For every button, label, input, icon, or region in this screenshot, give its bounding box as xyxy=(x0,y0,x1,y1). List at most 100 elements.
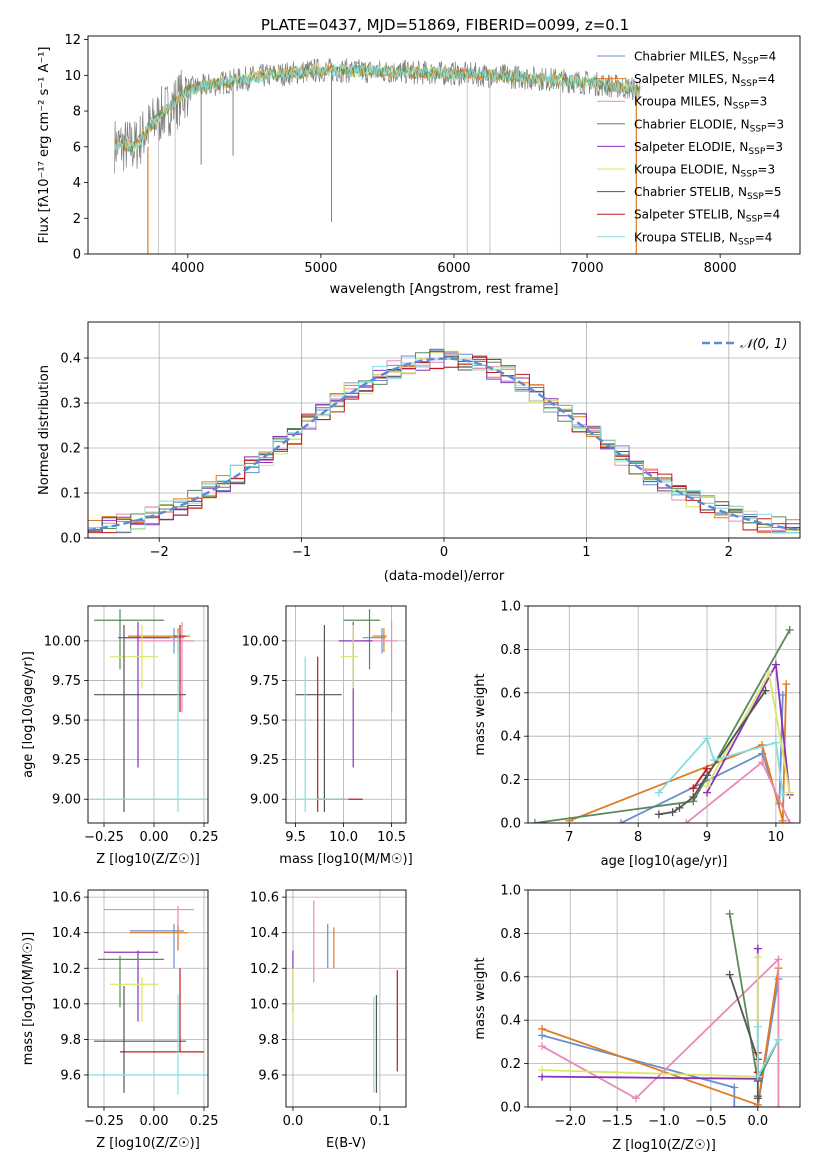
x-tick-label: 6000 xyxy=(437,261,470,276)
y-tick-label: 9.6 xyxy=(258,1068,279,1083)
y-tick-label: 0.4 xyxy=(500,730,521,745)
x-tick-label: −1 xyxy=(292,545,311,560)
x-tick-label: 0.00 xyxy=(140,1114,169,1129)
y-tick-label: 0 xyxy=(73,248,81,263)
x-tick-label: −2 xyxy=(150,545,169,560)
y-tick-label: 9.25 xyxy=(250,753,279,768)
y-tick-label: 0.8 xyxy=(500,643,521,658)
axes-frame xyxy=(285,889,407,1108)
axes-frame xyxy=(285,605,407,824)
y-tick-label: 4 xyxy=(73,176,81,191)
plot-area xyxy=(295,609,398,812)
y-tick-label: 0.6 xyxy=(500,686,521,701)
x-tick-label: −1.5 xyxy=(601,1114,633,1129)
x-tick-label: 4000 xyxy=(171,261,204,276)
y-tick-label: 10.00 xyxy=(44,634,81,649)
y-tick-label: 9.50 xyxy=(52,714,81,729)
y-tick-label: 9.50 xyxy=(250,714,279,729)
y-tick-label: 12 xyxy=(64,33,81,48)
x-tick-label: 10 xyxy=(768,830,785,845)
x-tick-label: 0.1 xyxy=(370,1114,391,1129)
plot-area xyxy=(90,906,208,1095)
x-tick-label: −0.5 xyxy=(695,1114,727,1129)
axes-frame xyxy=(527,889,801,1108)
y-tick-label: 0.2 xyxy=(500,1057,521,1072)
x-tick-label: −2.0 xyxy=(554,1114,586,1129)
axes-frame xyxy=(87,605,209,824)
y-tick-label: 9.75 xyxy=(52,674,81,689)
legend-label: Kroupa STELIB, NSSP=4 xyxy=(634,230,772,247)
legend-label: Salpeter STELIB, NSSP=4 xyxy=(634,208,780,225)
x-axis-label: (data-model)/error xyxy=(384,569,505,584)
y-tick-label: 9.00 xyxy=(250,793,279,808)
y-tick-label: 10.00 xyxy=(242,634,279,649)
y-tick-label: 0.2 xyxy=(500,773,521,788)
x-tick-label: 0.0 xyxy=(747,1114,768,1129)
y-tick-label: 0.6 xyxy=(500,970,521,985)
x-tick-label: −0.25 xyxy=(84,830,124,845)
y-tick-label: 9.8 xyxy=(60,1033,81,1048)
y-axis-label: mass [log10(M/M☉)] xyxy=(21,932,36,1065)
y-tick-label: 10.6 xyxy=(250,891,279,906)
legend-label: Kroupa MILES, NSSP=3 xyxy=(634,95,767,112)
legend-label: 𝒩(0, 1) xyxy=(740,337,787,352)
y-tick-label: 10.4 xyxy=(52,926,81,941)
plot-area xyxy=(538,909,783,1107)
y-tick-label: 10.4 xyxy=(250,926,279,941)
histogram-step xyxy=(88,355,800,534)
y-tick-label: 0.0 xyxy=(500,1101,521,1116)
y-tick-label: 10 xyxy=(64,69,81,84)
y-tick-label: 0.4 xyxy=(500,1014,521,1029)
axes-frame xyxy=(87,35,801,255)
legend-label: Chabrier ELODIE, NSSP=3 xyxy=(634,117,784,134)
x-tick-label: −1.0 xyxy=(648,1114,680,1129)
y-axis-label: age [log10(age/yr)] xyxy=(21,651,36,778)
y-tick-label: 1.0 xyxy=(500,600,521,615)
spectrum-model-line xyxy=(114,63,641,152)
weight-series-line xyxy=(692,768,708,789)
x-axis-label: wavelength [Angstrom, rest frame] xyxy=(330,282,559,297)
x-axis-label: Z [log10(Z/Z☉)] xyxy=(612,1138,716,1153)
axes-frame xyxy=(87,889,209,1108)
x-tick-label: 0.00 xyxy=(140,830,169,845)
y-axis-label: mass weight xyxy=(473,957,488,1039)
y-tick-label: 9.75 xyxy=(250,674,279,689)
y-tick-label: 9.25 xyxy=(52,753,81,768)
legend-label: Salpeter ELODIE, NSSP=3 xyxy=(634,140,783,157)
y-tick-label: 10.2 xyxy=(250,962,279,977)
y-tick-label: 6 xyxy=(73,140,81,155)
x-tick-label: 1 xyxy=(582,545,590,560)
x-tick-label: 0.0 xyxy=(283,1114,304,1129)
y-tick-label: 9.00 xyxy=(52,793,81,808)
y-tick-label: 8 xyxy=(73,105,81,120)
y-axis-label: Flux [fλ10⁻¹⁷ erg cm⁻² s⁻¹ A⁻¹] xyxy=(37,47,52,244)
x-axis-label: E(B-V) xyxy=(326,1136,366,1151)
y-tick-label: 10.0 xyxy=(250,997,279,1012)
legend-label: Kroupa ELODIE, NSSP=3 xyxy=(634,163,775,180)
x-tick-label: 2 xyxy=(725,545,733,560)
x-axis-label: Z [log10(Z/Z☉)] xyxy=(96,1136,200,1151)
x-tick-label: 5000 xyxy=(304,261,337,276)
legend-label: Chabrier MILES, NSSP=4 xyxy=(634,50,776,67)
x-tick-label: 9 xyxy=(703,830,711,845)
y-tick-label: 10.0 xyxy=(52,997,81,1012)
y-tick-label: 9.8 xyxy=(258,1033,279,1048)
plot-area xyxy=(292,900,398,1093)
y-tick-label: 1.0 xyxy=(500,884,521,899)
y-tick-label: 9.6 xyxy=(60,1068,81,1083)
y-axis-label: mass weight xyxy=(473,673,488,755)
y-tick-label: 10.6 xyxy=(52,891,81,906)
x-axis-label: age [log10(age/yr)] xyxy=(601,854,728,869)
y-tick-label: 0.3 xyxy=(60,397,81,412)
figure-title: PLATE=0437, MJD=51869, FIBERID=0099, z=0… xyxy=(261,16,629,34)
histogram-step xyxy=(88,358,800,534)
x-tick-label: 0.25 xyxy=(190,1114,219,1129)
axes-frame xyxy=(527,605,801,824)
y-tick-label: 0.0 xyxy=(60,532,81,547)
y-tick-label: 0.0 xyxy=(500,817,521,832)
y-tick-label: 0.1 xyxy=(60,487,81,502)
y-tick-label: 0.2 xyxy=(60,442,81,457)
x-tick-label: 0 xyxy=(440,545,448,560)
y-axis-label: Normed distribution xyxy=(37,365,52,495)
